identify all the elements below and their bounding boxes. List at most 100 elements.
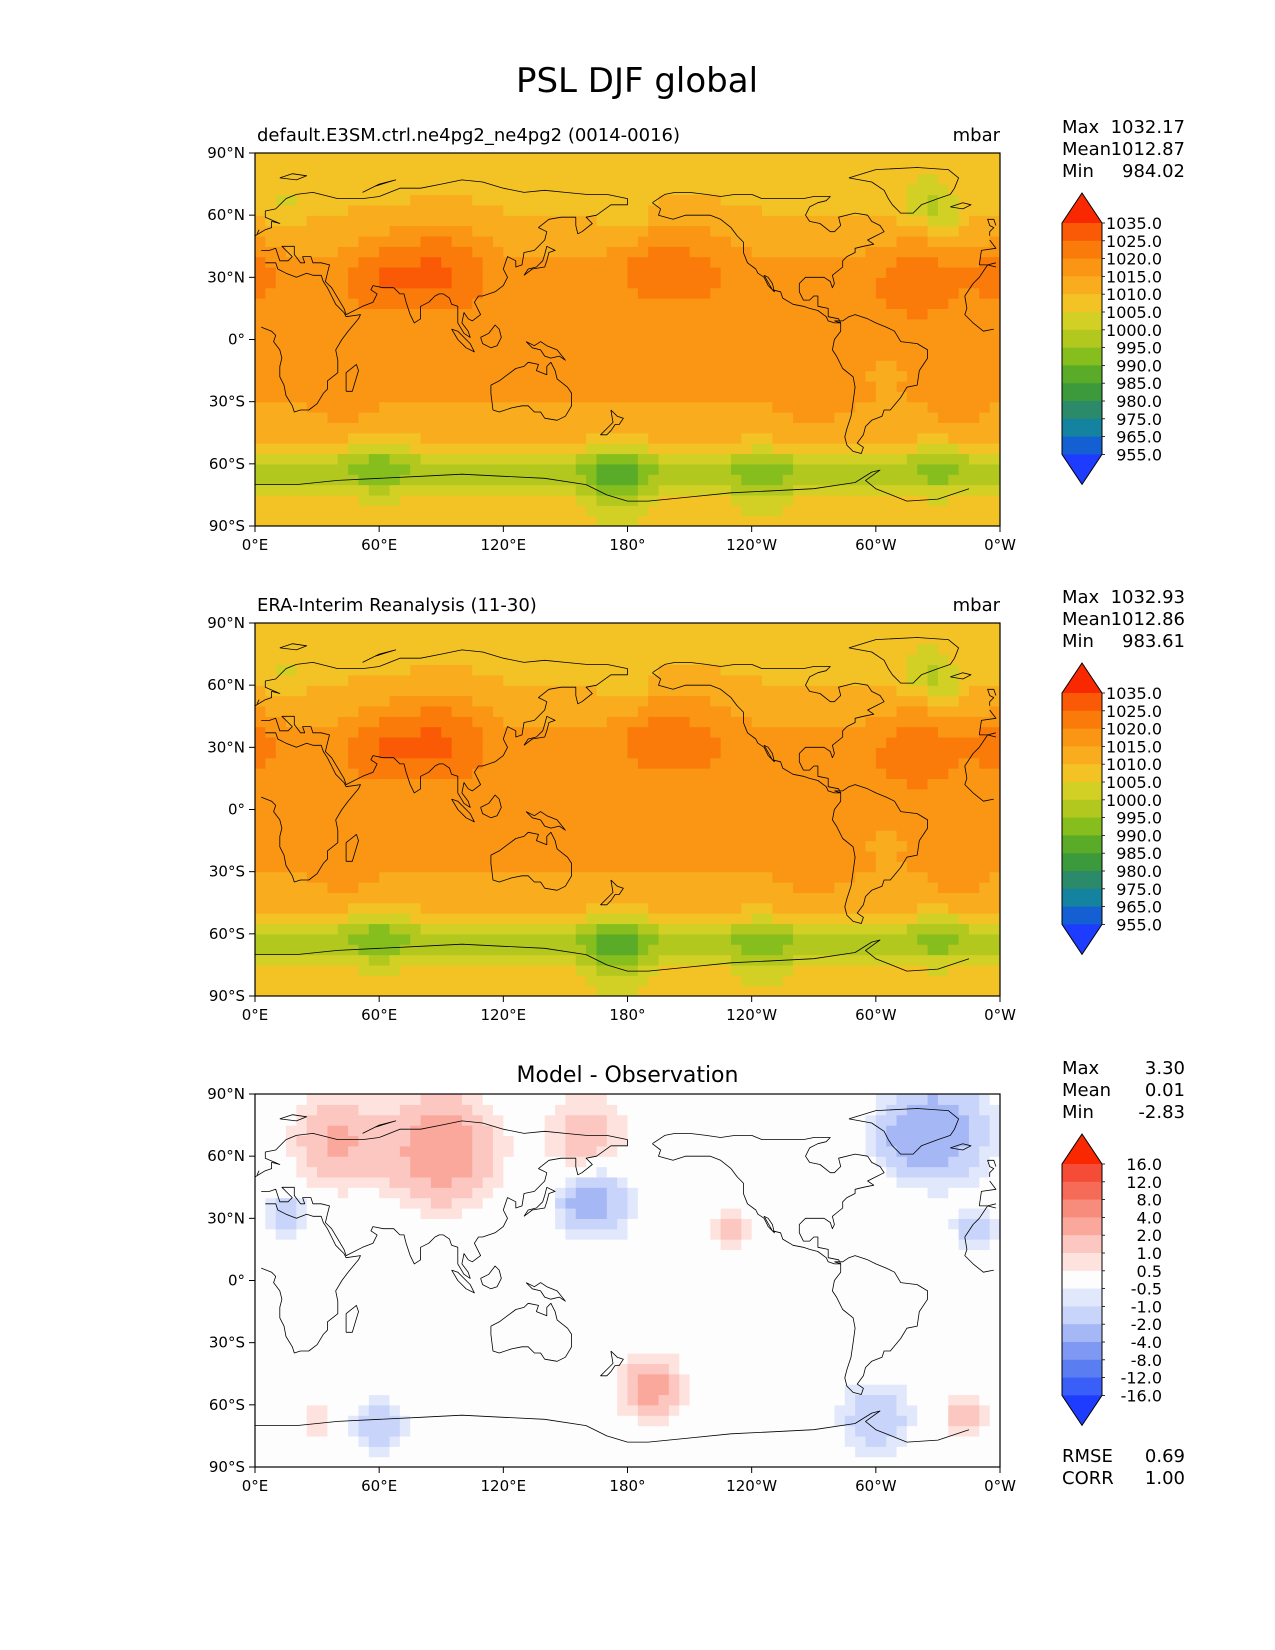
colorbar-label: 1015.0 (1106, 267, 1162, 286)
colorbar-label: 965.0 (1116, 428, 1162, 447)
colorbar-segment (1062, 1342, 1102, 1361)
colorbar-segment (1062, 1377, 1102, 1396)
lat-tick-label: 90°N (207, 614, 245, 632)
colorbar-segment (1062, 223, 1102, 242)
stat-value: 984.02 (1122, 161, 1185, 182)
colorbar-segment (1062, 1217, 1102, 1236)
colorbar-max-extension (1062, 1134, 1102, 1164)
colorbar-label: 965.0 (1116, 898, 1162, 917)
colorbar-min-extension (1062, 924, 1102, 955)
colorbar-segment (1062, 347, 1102, 366)
lat-tick-label: 90°S (209, 1458, 245, 1476)
figure-title: PSL DJF global (516, 61, 758, 101)
colorbar-segment (1062, 728, 1102, 747)
lon-tick-label: 0°W (984, 1006, 1016, 1024)
colorbar-label: 1025.0 (1106, 232, 1162, 251)
stat-label: Min (1062, 161, 1094, 182)
colorbar-label: 975.0 (1116, 410, 1162, 429)
lat-tick-label: 90°N (207, 1085, 245, 1103)
colorbar-segment (1062, 401, 1102, 420)
colorbar-label: 1035.0 (1106, 214, 1162, 233)
colorbar-segment (1062, 888, 1102, 907)
colorbar-segment (1062, 365, 1102, 384)
lat-tick-label: 30°N (207, 1209, 245, 1227)
extra-stat-value: 0.69 (1145, 1446, 1185, 1467)
lon-tick-label: 120°W (726, 1477, 777, 1495)
coastlines (255, 637, 997, 972)
colorbar-label: 990.0 (1116, 826, 1162, 845)
stat-label: Max (1062, 1058, 1100, 1079)
stat-label: Mean (1062, 609, 1111, 630)
colorbar-max-extension (1062, 193, 1102, 223)
stat-value: 3.30 (1145, 1058, 1185, 1079)
colorbar-segment (1062, 853, 1102, 872)
colorbar-segment (1062, 871, 1102, 890)
panel-title: ERA-Interim Reanalysis (11-30) (257, 595, 537, 616)
colorbar-label: -12.0 (1121, 1369, 1162, 1388)
colorbar-label: 2.0 (1137, 1226, 1162, 1245)
colorbar-segment (1062, 764, 1102, 783)
colorbar-label: 1010.0 (1106, 755, 1162, 774)
colorbar-label: 990.0 (1116, 356, 1162, 375)
lat-tick-label: 30°N (207, 268, 245, 286)
colorbar-segment (1062, 258, 1102, 277)
lon-tick-label: 120°E (481, 1006, 527, 1024)
colorbar-label: 1000.0 (1106, 321, 1162, 340)
map-field (255, 623, 1000, 996)
colorbar-segment (1062, 1181, 1102, 1200)
colorbar-segment (1062, 1306, 1102, 1325)
lon-tick-label: 60°W (855, 536, 897, 554)
lon-tick-label: 120°E (481, 536, 527, 554)
colorbar-label: 1005.0 (1106, 773, 1162, 792)
stat-label: Mean (1062, 1080, 1111, 1101)
lon-tick-label: 0°E (242, 1477, 269, 1495)
colorbar-label: 980.0 (1116, 862, 1162, 881)
lon-tick-label: 60°E (361, 1006, 397, 1024)
panel-units: mbar (953, 125, 1001, 146)
stat-value: 983.61 (1122, 631, 1185, 652)
stat-value: 1012.87 (1111, 139, 1185, 160)
stat-value: -2.83 (1138, 1102, 1185, 1123)
lon-tick-label: 60°W (855, 1477, 897, 1495)
colorbar-label: 1020.0 (1106, 250, 1162, 269)
stat-label: Mean (1062, 139, 1111, 160)
lat-tick-label: 90°N (207, 144, 245, 162)
colorbar: 16.012.08.04.02.01.00.5-0.5-1.0-2.0-4.0-… (1061, 1133, 1162, 1427)
colorbar-label: 1035.0 (1106, 684, 1162, 703)
colorbar-segment (1062, 312, 1102, 331)
lat-tick-label: 60°S (209, 455, 245, 473)
stat-value: 1012.86 (1111, 609, 1185, 630)
lon-tick-label: 60°E (361, 1477, 397, 1495)
colorbar-label: -16.0 (1121, 1386, 1162, 1405)
extra-stat-label: CORR (1062, 1468, 1114, 1489)
colorbar-segment (1062, 418, 1102, 437)
panel-title: Model - Observation (517, 1063, 739, 1088)
colorbar-label: 995.0 (1116, 809, 1162, 828)
map-field (255, 153, 1000, 526)
lat-tick-label: 30°S (209, 393, 245, 411)
colorbar-label: 985.0 (1116, 844, 1162, 863)
colorbar-label: 1010.0 (1106, 285, 1162, 304)
lon-tick-label: 60°E (361, 536, 397, 554)
stat-label: Max (1062, 587, 1100, 608)
colorbar-label: 1025.0 (1106, 702, 1162, 721)
map-field (255, 1094, 1000, 1467)
stat-label: Min (1062, 631, 1094, 652)
colorbar-label: 12.0 (1126, 1173, 1162, 1192)
lat-tick-label: 60°S (209, 1396, 245, 1414)
lon-tick-label: 120°W (726, 1006, 777, 1024)
colorbar-segment (1062, 817, 1102, 836)
colorbar-label: -8.0 (1131, 1351, 1162, 1370)
stat-value: 1032.93 (1111, 587, 1185, 608)
lat-tick-label: 60°S (209, 925, 245, 943)
stat-value: 0.01 (1145, 1080, 1185, 1101)
colorbar-label: 4.0 (1137, 1208, 1162, 1227)
colorbar-label: 8.0 (1137, 1191, 1162, 1210)
colorbar-max-extension (1062, 663, 1102, 693)
panel-title: default.E3SM.ctrl.ne4pg2_ne4pg2 (0014-00… (257, 125, 680, 146)
lon-tick-label: 180° (609, 536, 645, 554)
colorbar-segment (1062, 276, 1102, 295)
coastlines (255, 167, 997, 502)
colorbar-segment (1062, 383, 1102, 402)
